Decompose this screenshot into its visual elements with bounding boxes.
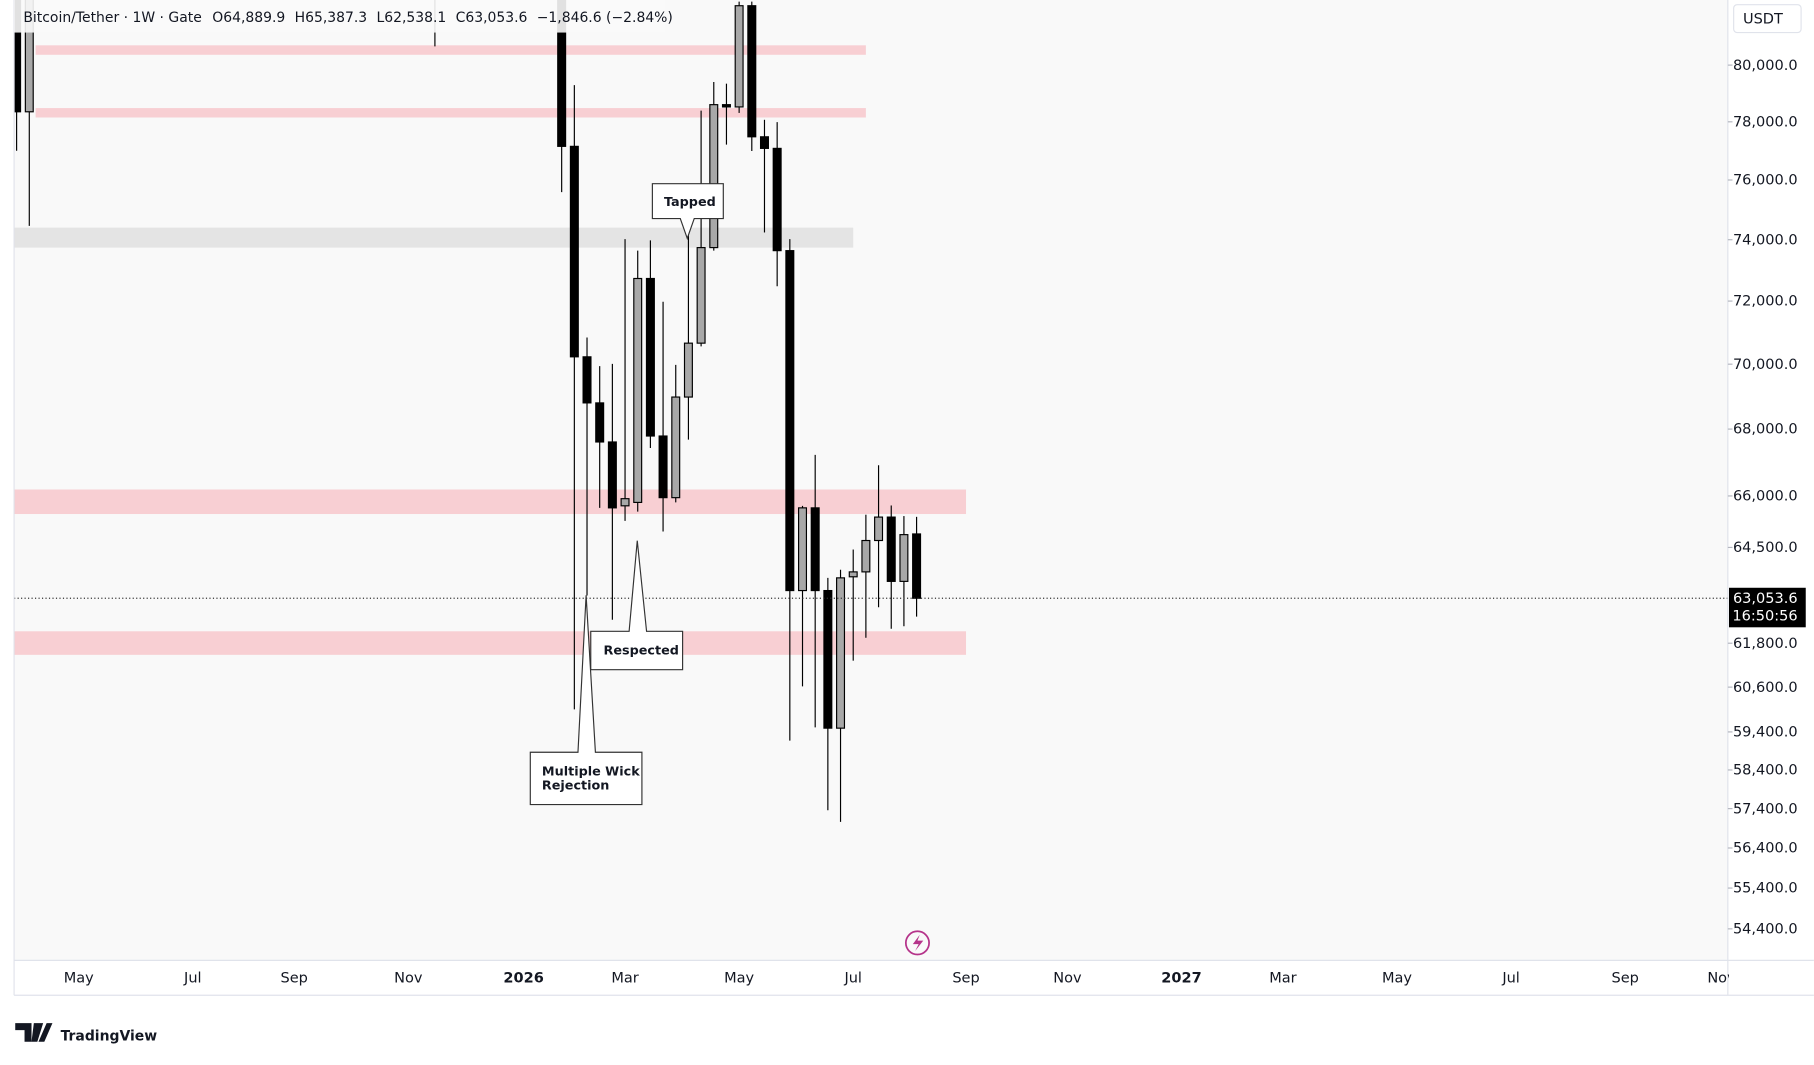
x-tick-label: Jul <box>1501 970 1520 986</box>
candle-body <box>848 571 858 578</box>
y-tick-label: 72,000.0 <box>1733 294 1798 310</box>
x-tick-label: Jul <box>843 970 862 986</box>
callout-wick <box>529 595 643 806</box>
x-tick-label: 2027 <box>1161 970 1201 986</box>
currency: USDT <box>1743 11 1783 27</box>
price-axis <box>1727 0 1814 996</box>
zone <box>14 227 854 248</box>
candle-body <box>899 534 909 582</box>
y-tick-label: 55,400.0 <box>1733 881 1798 897</box>
x-tick-label: May <box>64 970 94 986</box>
candle-body <box>772 147 782 252</box>
candle-body <box>734 5 744 108</box>
candle-body <box>747 5 757 138</box>
x-tick-label: Sep <box>952 970 979 986</box>
symbol: Bitcoin/Tether · 1W · Gate <box>23 10 201 26</box>
candle-body <box>671 396 681 499</box>
candle-body <box>607 441 617 509</box>
x-tick-label: Sep <box>1611 970 1638 986</box>
y-tick-label: 59,400.0 <box>1733 725 1798 741</box>
y-tick-label: 64,500.0 <box>1733 540 1798 556</box>
y-tick-label: 74,000.0 <box>1733 232 1798 248</box>
candle-body <box>633 277 643 503</box>
ohlc: H65,387.3 <box>295 10 368 26</box>
candle-body <box>557 0 567 147</box>
y-tick-label: 61,800.0 <box>1733 636 1798 652</box>
x-tick-label: Sep <box>281 970 308 986</box>
icon <box>912 934 924 952</box>
candle-body <box>912 533 922 599</box>
candle-body <box>658 435 668 499</box>
callout-tapped <box>651 183 724 241</box>
y-tick-label: 80,000.0 <box>1733 58 1798 74</box>
zone <box>14 489 967 515</box>
ohlc: O64,889.9 <box>212 10 285 26</box>
candle-body <box>836 577 846 729</box>
x-tick-label: May <box>724 970 754 986</box>
price-tag-label: 63,053.6 <box>1733 591 1798 607</box>
y-tick-label: 56,400.0 <box>1733 841 1798 857</box>
candle-body <box>569 145 579 358</box>
candle-body <box>620 498 630 507</box>
ohlc: C63,053.6 <box>456 10 528 26</box>
candle-body <box>721 104 731 108</box>
change: −1,846.6 (−2.84%) <box>537 10 673 26</box>
icon[interactable] <box>904 930 930 956</box>
candle-body <box>582 356 592 404</box>
y-tick-label: 57,400.0 <box>1733 801 1798 817</box>
candle-body <box>823 589 833 729</box>
y-tick-label: 78,000.0 <box>1733 114 1798 130</box>
candle-body <box>709 104 719 249</box>
y-tick-label: 60,600.0 <box>1733 680 1798 696</box>
axis-corner <box>1729 961 1814 995</box>
y-tick-label: 70,000.0 <box>1733 357 1798 373</box>
candle-body <box>14 0 22 113</box>
y-tick-label: 58,400.0 <box>1733 763 1798 779</box>
y-tick-label: 66,000.0 <box>1733 489 1798 505</box>
candle-body <box>595 402 605 443</box>
candle-body <box>785 250 795 592</box>
logo-mark <box>15 1023 53 1042</box>
currency-box <box>1733 4 1802 34</box>
candle-body <box>874 516 884 542</box>
zone <box>14 631 967 655</box>
legend: Bitcoin/Tether · 1W · Gate O64,889.9 H65,3… <box>23 10 672 26</box>
annotation: Respected <box>604 644 679 659</box>
candle-body <box>810 507 820 592</box>
candle-body <box>759 136 769 149</box>
callout-respected <box>590 540 684 671</box>
candles <box>14 0 1728 822</box>
candle-body <box>861 539 871 573</box>
candle-body <box>696 247 706 344</box>
x-tick-label: Mar <box>611 970 638 986</box>
x-tick-label: May <box>1382 970 1412 986</box>
x-tick-label: Nov <box>394 970 423 986</box>
x-tick-label: Nov <box>1707 970 1736 986</box>
annotation: Rejection <box>542 778 609 793</box>
header-bg <box>14 0 666 33</box>
plot-area <box>14 0 1728 961</box>
x-tick-label: Nov <box>1053 970 1082 986</box>
logo: TradingView <box>61 1029 158 1045</box>
y-tick-label: 54,400.0 <box>1733 922 1798 938</box>
candle-body <box>797 507 808 592</box>
zone <box>35 45 866 55</box>
y-tick-label: 76,000.0 <box>1733 173 1798 189</box>
axes: 80,000.0 78,000.0 76,000.0 74,000.0 72,000.0… <box>64 58 1814 995</box>
zones <box>14 45 967 655</box>
ohlc: L62,538.1 <box>376 10 446 26</box>
x-tick-label: Mar <box>1269 970 1296 986</box>
annotation: Tapped <box>664 195 716 210</box>
price-tag <box>1729 587 1806 628</box>
candle-body <box>645 277 655 437</box>
zone <box>35 108 866 118</box>
y-tick-label: 68,000.0 <box>1733 422 1798 438</box>
annotation: Multiple Wick <box>542 764 640 779</box>
candle-body <box>886 516 896 582</box>
x-tick-label: Jul <box>183 970 202 986</box>
candle-body <box>683 342 693 398</box>
price-tag-countdown: 16:50:56 <box>1732 608 1797 624</box>
x-tick-label: 2026 <box>503 970 543 986</box>
